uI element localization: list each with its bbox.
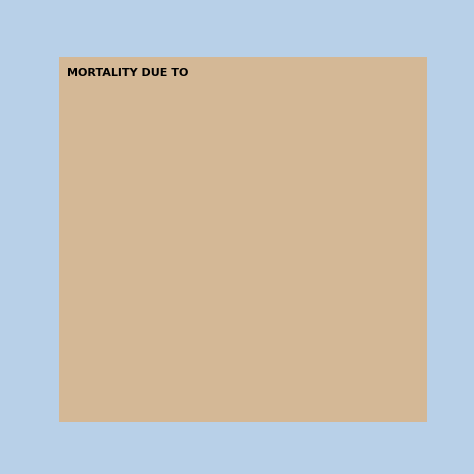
Text: MORTALITY DUE TO: MORTALITY DUE TO [67,68,188,78]
